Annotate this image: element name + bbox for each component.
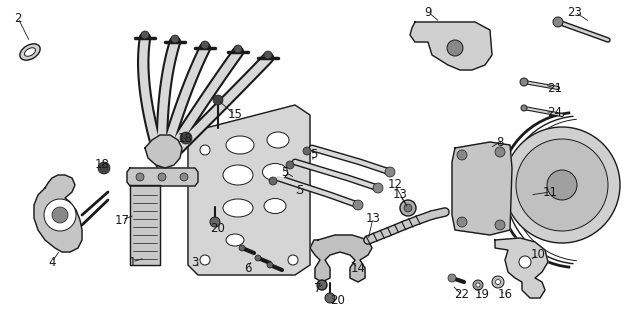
- Circle shape: [519, 256, 531, 268]
- Circle shape: [288, 255, 298, 265]
- Text: 1: 1: [128, 255, 135, 268]
- Ellipse shape: [25, 48, 36, 56]
- Text: 12: 12: [387, 179, 403, 191]
- Circle shape: [52, 207, 68, 223]
- Circle shape: [400, 200, 416, 216]
- Circle shape: [447, 40, 463, 56]
- Circle shape: [98, 162, 110, 174]
- Text: 2: 2: [14, 12, 22, 25]
- Ellipse shape: [223, 199, 253, 217]
- Circle shape: [44, 199, 76, 231]
- Text: 18: 18: [177, 132, 193, 145]
- Circle shape: [492, 276, 504, 288]
- Circle shape: [373, 183, 383, 193]
- Circle shape: [269, 177, 277, 185]
- Polygon shape: [310, 235, 372, 282]
- Circle shape: [264, 51, 272, 59]
- Polygon shape: [452, 142, 512, 235]
- Text: 3: 3: [191, 255, 198, 268]
- Circle shape: [353, 200, 363, 210]
- Text: 15: 15: [228, 108, 242, 122]
- Circle shape: [136, 173, 144, 181]
- Circle shape: [200, 145, 210, 155]
- Circle shape: [553, 17, 563, 27]
- Text: 23: 23: [567, 5, 583, 19]
- Text: 21: 21: [548, 82, 562, 94]
- Circle shape: [141, 31, 149, 39]
- Circle shape: [267, 262, 273, 268]
- Ellipse shape: [264, 198, 286, 213]
- Circle shape: [180, 132, 192, 144]
- Circle shape: [303, 147, 311, 155]
- Text: 4: 4: [48, 255, 56, 268]
- Ellipse shape: [226, 234, 244, 246]
- Circle shape: [213, 95, 223, 105]
- Polygon shape: [130, 185, 160, 265]
- Ellipse shape: [263, 164, 287, 180]
- Polygon shape: [34, 175, 82, 252]
- Polygon shape: [188, 105, 310, 275]
- Text: 18: 18: [95, 158, 109, 172]
- Text: 22: 22: [455, 289, 469, 301]
- Text: 5: 5: [310, 148, 318, 162]
- Text: 10: 10: [530, 249, 546, 261]
- Text: 11: 11: [543, 186, 558, 198]
- Circle shape: [404, 204, 412, 212]
- Text: 13: 13: [366, 212, 380, 225]
- Circle shape: [473, 280, 483, 290]
- Circle shape: [200, 255, 210, 265]
- Text: 17: 17: [114, 213, 130, 227]
- Circle shape: [317, 280, 327, 290]
- Circle shape: [521, 105, 527, 111]
- Text: 19: 19: [474, 289, 490, 301]
- Text: 5: 5: [281, 165, 289, 179]
- Circle shape: [255, 255, 261, 261]
- Circle shape: [180, 173, 188, 181]
- Text: 16: 16: [497, 289, 513, 301]
- Polygon shape: [127, 168, 198, 186]
- Circle shape: [476, 283, 480, 287]
- Circle shape: [547, 170, 577, 200]
- Circle shape: [516, 139, 608, 231]
- Circle shape: [210, 217, 220, 227]
- Circle shape: [239, 245, 245, 251]
- Text: 14: 14: [350, 261, 366, 275]
- Circle shape: [495, 220, 505, 230]
- Circle shape: [457, 150, 467, 160]
- Circle shape: [158, 173, 166, 181]
- Ellipse shape: [223, 165, 253, 185]
- Circle shape: [385, 167, 395, 177]
- Circle shape: [495, 147, 505, 157]
- Text: 20: 20: [331, 293, 345, 307]
- Ellipse shape: [226, 136, 254, 154]
- Text: 24: 24: [548, 106, 562, 118]
- Circle shape: [448, 274, 456, 282]
- Text: 7: 7: [314, 282, 322, 294]
- Text: 20: 20: [211, 221, 225, 235]
- Circle shape: [286, 161, 294, 169]
- Text: 8: 8: [496, 135, 504, 148]
- Circle shape: [504, 127, 620, 243]
- Circle shape: [201, 41, 209, 49]
- Text: 6: 6: [244, 261, 252, 275]
- Circle shape: [495, 279, 501, 284]
- Polygon shape: [495, 238, 548, 298]
- Polygon shape: [145, 135, 182, 168]
- Circle shape: [171, 35, 179, 43]
- Ellipse shape: [20, 44, 40, 60]
- Text: 13: 13: [392, 188, 408, 202]
- Circle shape: [457, 217, 467, 227]
- Text: 5: 5: [296, 183, 303, 196]
- Circle shape: [234, 45, 242, 53]
- Circle shape: [325, 293, 335, 303]
- Circle shape: [520, 78, 528, 86]
- Polygon shape: [410, 22, 492, 70]
- Text: 9: 9: [424, 5, 432, 19]
- Ellipse shape: [267, 132, 289, 148]
